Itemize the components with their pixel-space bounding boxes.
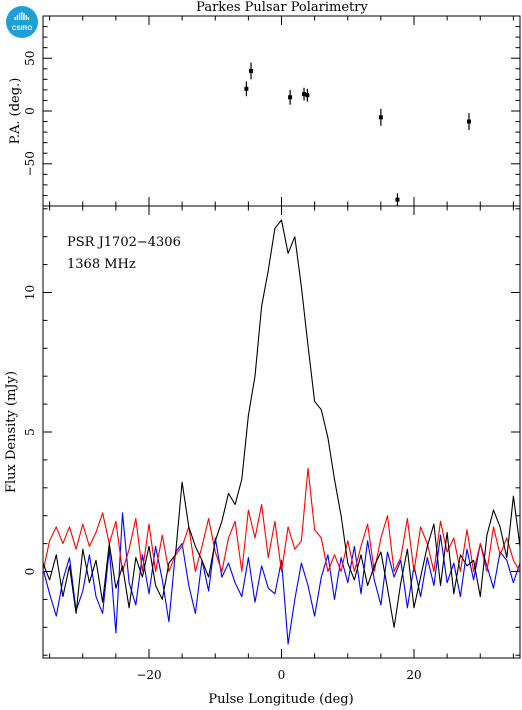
pa-point (249, 68, 254, 73)
logo-bar (16, 15, 18, 20)
flux-xtick-label: −20 (136, 668, 161, 682)
pa-ticks: −50 0 50 (23, 15, 520, 207)
pa-point (305, 93, 310, 98)
flux-ylabel: Flux Density (mJy) (4, 371, 19, 493)
pa-ylabel: P.A. (deg.) (8, 78, 23, 145)
flux-series (42, 219, 521, 645)
pa-panel: −50 0 50 P.A. (deg.) (8, 15, 521, 207)
csiro-logo-circle-icon (6, 6, 38, 38)
pa-points (244, 62, 471, 206)
logo-bar (23, 13, 25, 20)
flux-xtick-label: 20 (406, 668, 421, 682)
pa-point (378, 115, 383, 120)
flux-frame (42, 205, 521, 659)
flux-xtick-label: 0 (278, 668, 286, 682)
csiro-logo-bars-icon (14, 12, 29, 20)
pa-point (288, 95, 293, 100)
flux-panel: 0 5 10 −20 0 20 PSR J1702−4306 1368 MHz Flux … (4, 205, 521, 707)
logo-bar (27, 17, 29, 20)
logo-text: CSIRO (12, 25, 33, 32)
observing-frequency: 1368 MHz (67, 257, 136, 272)
logo-bar (25, 15, 27, 20)
pulsar-name: PSR J1702−4306 (67, 235, 181, 250)
pa-point (244, 86, 249, 91)
pa-point (466, 119, 471, 124)
logo-bar (18, 13, 21, 20)
logo-bar (14, 17, 16, 20)
pa-ytick-label: 50 (23, 51, 37, 66)
linear-polarization-line (42, 467, 521, 573)
flux-ytick-label: 10 (23, 285, 37, 300)
pa-ytick-label: −50 (23, 151, 37, 176)
pa-ytick-label: 0 (23, 107, 37, 115)
total-intensity-line (42, 219, 521, 628)
pa-point (302, 92, 307, 97)
pa-point (395, 197, 400, 202)
flux-ytick-label: 0 (23, 568, 37, 576)
chart-title: Parkes Pulsar Polarimetry (196, 0, 368, 15)
flux-ticks: 0 5 10 −20 0 20 (23, 206, 520, 682)
csiro-logo: CSIRO (6, 6, 38, 38)
logo-bar (21, 12, 23, 20)
flux-xlabel: Pulse Longitude (deg) (208, 692, 353, 707)
pa-frame (42, 15, 521, 207)
circular-polarization-line (42, 512, 521, 645)
flux-ytick-label: 5 (23, 428, 37, 436)
